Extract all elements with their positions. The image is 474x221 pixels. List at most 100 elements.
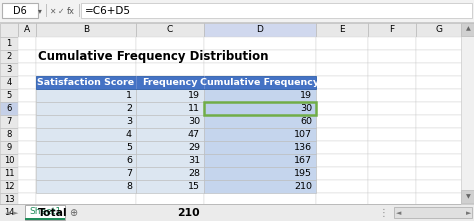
Bar <box>316 37 368 50</box>
Text: 11: 11 <box>4 169 14 178</box>
Text: A: A <box>24 25 30 34</box>
Text: 3: 3 <box>6 65 12 74</box>
Bar <box>46 4 47 17</box>
Bar <box>136 180 204 193</box>
Bar <box>36 193 136 206</box>
Bar <box>136 23 204 37</box>
Text: Total: Total <box>38 208 68 217</box>
Bar <box>316 193 368 206</box>
Bar <box>416 115 462 128</box>
Bar <box>136 141 204 154</box>
Bar <box>204 128 316 141</box>
Bar <box>0 204 474 205</box>
Bar <box>416 63 462 76</box>
Bar <box>0 37 18 50</box>
Text: C: C <box>167 25 173 34</box>
Bar <box>36 128 136 141</box>
Bar <box>0 115 18 128</box>
Bar <box>368 180 416 193</box>
Bar <box>0 22 474 23</box>
Bar <box>136 141 204 154</box>
Text: ►: ► <box>466 210 472 216</box>
Bar <box>18 193 36 206</box>
Bar <box>36 102 136 115</box>
Bar <box>36 89 136 102</box>
Text: 4: 4 <box>126 130 132 139</box>
Text: F: F <box>390 25 394 34</box>
Bar <box>204 115 316 128</box>
Bar <box>204 128 316 141</box>
Text: 8: 8 <box>126 182 132 191</box>
Bar <box>36 76 136 89</box>
Bar <box>36 102 136 115</box>
Text: G: G <box>436 25 443 34</box>
Bar <box>136 115 204 128</box>
Bar <box>136 102 204 115</box>
Text: Cumulative Frequency: Cumulative Frequency <box>201 78 319 87</box>
Bar <box>36 50 136 63</box>
Bar <box>316 154 368 167</box>
Bar <box>316 141 368 154</box>
Bar <box>18 180 36 193</box>
Bar <box>36 115 136 128</box>
Text: =C6+D5: =C6+D5 <box>85 6 131 16</box>
Bar <box>136 154 204 167</box>
Bar <box>368 23 416 37</box>
Text: D6: D6 <box>13 6 27 16</box>
Bar <box>416 102 462 115</box>
Text: 8: 8 <box>6 130 12 139</box>
Bar <box>204 141 316 154</box>
Bar <box>136 115 204 128</box>
Text: B: B <box>83 25 89 34</box>
Bar <box>204 154 316 167</box>
Bar <box>136 128 204 141</box>
Bar <box>368 89 416 102</box>
Bar <box>204 115 316 128</box>
Bar <box>36 89 136 102</box>
Bar <box>368 37 416 50</box>
Bar <box>136 50 204 63</box>
Bar <box>36 154 136 167</box>
Bar <box>461 23 474 36</box>
Bar <box>18 141 36 154</box>
Text: E: E <box>339 25 345 34</box>
Text: 11: 11 <box>188 104 200 113</box>
Text: ✕: ✕ <box>49 6 55 15</box>
Text: 210: 210 <box>294 182 312 191</box>
Text: 7: 7 <box>6 117 12 126</box>
Bar <box>18 89 36 102</box>
Bar <box>316 167 368 180</box>
Bar <box>136 102 204 115</box>
Bar <box>18 167 36 180</box>
Bar <box>204 154 316 167</box>
Text: ▲: ▲ <box>465 27 470 32</box>
Text: 5: 5 <box>6 91 12 100</box>
Bar <box>394 207 472 218</box>
Bar <box>136 206 204 219</box>
Text: 13: 13 <box>4 195 14 204</box>
Bar <box>368 193 416 206</box>
Text: ▼: ▼ <box>465 194 470 200</box>
Bar <box>368 167 416 180</box>
Bar <box>416 128 462 141</box>
Text: D: D <box>256 25 264 34</box>
Bar <box>316 206 368 219</box>
Bar <box>136 76 204 89</box>
Bar <box>204 102 316 115</box>
Text: 2: 2 <box>126 104 132 113</box>
Bar <box>18 23 36 37</box>
Text: ▾: ▾ <box>38 6 42 15</box>
Text: 12: 12 <box>4 182 14 191</box>
Bar <box>36 167 136 180</box>
Bar <box>416 23 462 37</box>
Text: 4: 4 <box>6 78 12 87</box>
Text: Frequency: Frequency <box>142 78 198 87</box>
Bar <box>204 167 316 180</box>
Text: 1: 1 <box>126 91 132 100</box>
Text: 15: 15 <box>188 182 200 191</box>
Bar <box>204 206 316 219</box>
Bar <box>416 89 462 102</box>
Bar <box>136 128 204 141</box>
Text: 30: 30 <box>188 117 200 126</box>
Bar <box>368 76 416 89</box>
